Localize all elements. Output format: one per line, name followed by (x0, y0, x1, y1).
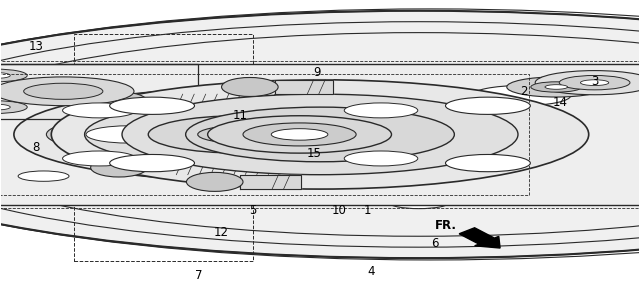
Text: 8: 8 (32, 141, 40, 154)
Ellipse shape (148, 116, 332, 153)
Ellipse shape (479, 71, 634, 103)
Ellipse shape (0, 73, 10, 78)
Ellipse shape (18, 88, 69, 98)
Ellipse shape (279, 118, 340, 151)
Ellipse shape (207, 116, 392, 153)
Ellipse shape (215, 68, 288, 83)
Ellipse shape (0, 69, 28, 82)
Ellipse shape (198, 126, 283, 143)
Bar (74, 34, 253, 261)
Ellipse shape (271, 129, 328, 140)
Ellipse shape (109, 154, 195, 172)
Ellipse shape (531, 82, 582, 92)
Ellipse shape (535, 71, 640, 95)
Ellipse shape (86, 126, 171, 143)
Text: 5: 5 (249, 204, 257, 217)
Ellipse shape (250, 120, 390, 149)
Ellipse shape (344, 151, 418, 166)
Text: 4: 4 (367, 264, 375, 277)
Ellipse shape (507, 77, 606, 97)
Ellipse shape (0, 107, 263, 162)
Ellipse shape (425, 76, 618, 115)
Ellipse shape (18, 171, 69, 181)
Ellipse shape (93, 161, 166, 176)
Ellipse shape (243, 123, 356, 146)
Ellipse shape (109, 97, 195, 114)
Ellipse shape (445, 97, 531, 114)
Ellipse shape (371, 125, 468, 144)
Text: 3: 3 (591, 75, 598, 88)
Ellipse shape (509, 65, 640, 100)
Text: 11: 11 (233, 109, 248, 122)
Ellipse shape (221, 77, 278, 97)
Ellipse shape (84, 103, 396, 166)
Ellipse shape (344, 103, 418, 118)
Ellipse shape (122, 94, 518, 175)
Ellipse shape (186, 173, 243, 191)
Text: 6: 6 (431, 237, 438, 250)
Polygon shape (275, 80, 333, 94)
Ellipse shape (545, 85, 568, 89)
Text: 12: 12 (214, 226, 228, 239)
Text: FR.: FR. (435, 218, 457, 231)
Text: 2: 2 (520, 85, 528, 98)
Text: 9: 9 (313, 66, 321, 79)
Polygon shape (0, 64, 198, 118)
Ellipse shape (0, 77, 134, 106)
Ellipse shape (580, 80, 609, 86)
Ellipse shape (472, 86, 571, 106)
Ellipse shape (0, 11, 640, 258)
Ellipse shape (0, 101, 28, 114)
Bar (0, 64, 640, 205)
Ellipse shape (388, 196, 449, 209)
Text: 10: 10 (332, 204, 347, 217)
Bar (0, 77, 523, 192)
Text: 14: 14 (552, 96, 568, 109)
Ellipse shape (340, 118, 498, 151)
Ellipse shape (63, 103, 136, 118)
Ellipse shape (91, 92, 147, 111)
Ellipse shape (559, 75, 630, 90)
Ellipse shape (14, 88, 467, 180)
Polygon shape (240, 175, 301, 189)
Ellipse shape (550, 186, 623, 201)
Text: 15: 15 (306, 147, 321, 160)
Bar (0, 74, 529, 195)
Polygon shape (0, 74, 247, 195)
Polygon shape (145, 160, 294, 175)
Polygon shape (122, 123, 269, 145)
Ellipse shape (186, 107, 454, 162)
Ellipse shape (63, 151, 136, 166)
Ellipse shape (188, 88, 640, 181)
Ellipse shape (445, 154, 531, 172)
Ellipse shape (0, 82, 97, 104)
Text: 1: 1 (364, 204, 372, 217)
Ellipse shape (46, 118, 211, 151)
FancyArrow shape (459, 228, 500, 248)
Text: 7: 7 (195, 269, 202, 282)
Text: 13: 13 (28, 40, 44, 53)
Ellipse shape (0, 165, 97, 187)
Polygon shape (145, 94, 294, 109)
Ellipse shape (91, 158, 147, 177)
Ellipse shape (24, 83, 103, 99)
Ellipse shape (0, 104, 10, 110)
Ellipse shape (285, 127, 355, 142)
Bar (0, 61, 640, 208)
Ellipse shape (51, 80, 589, 189)
